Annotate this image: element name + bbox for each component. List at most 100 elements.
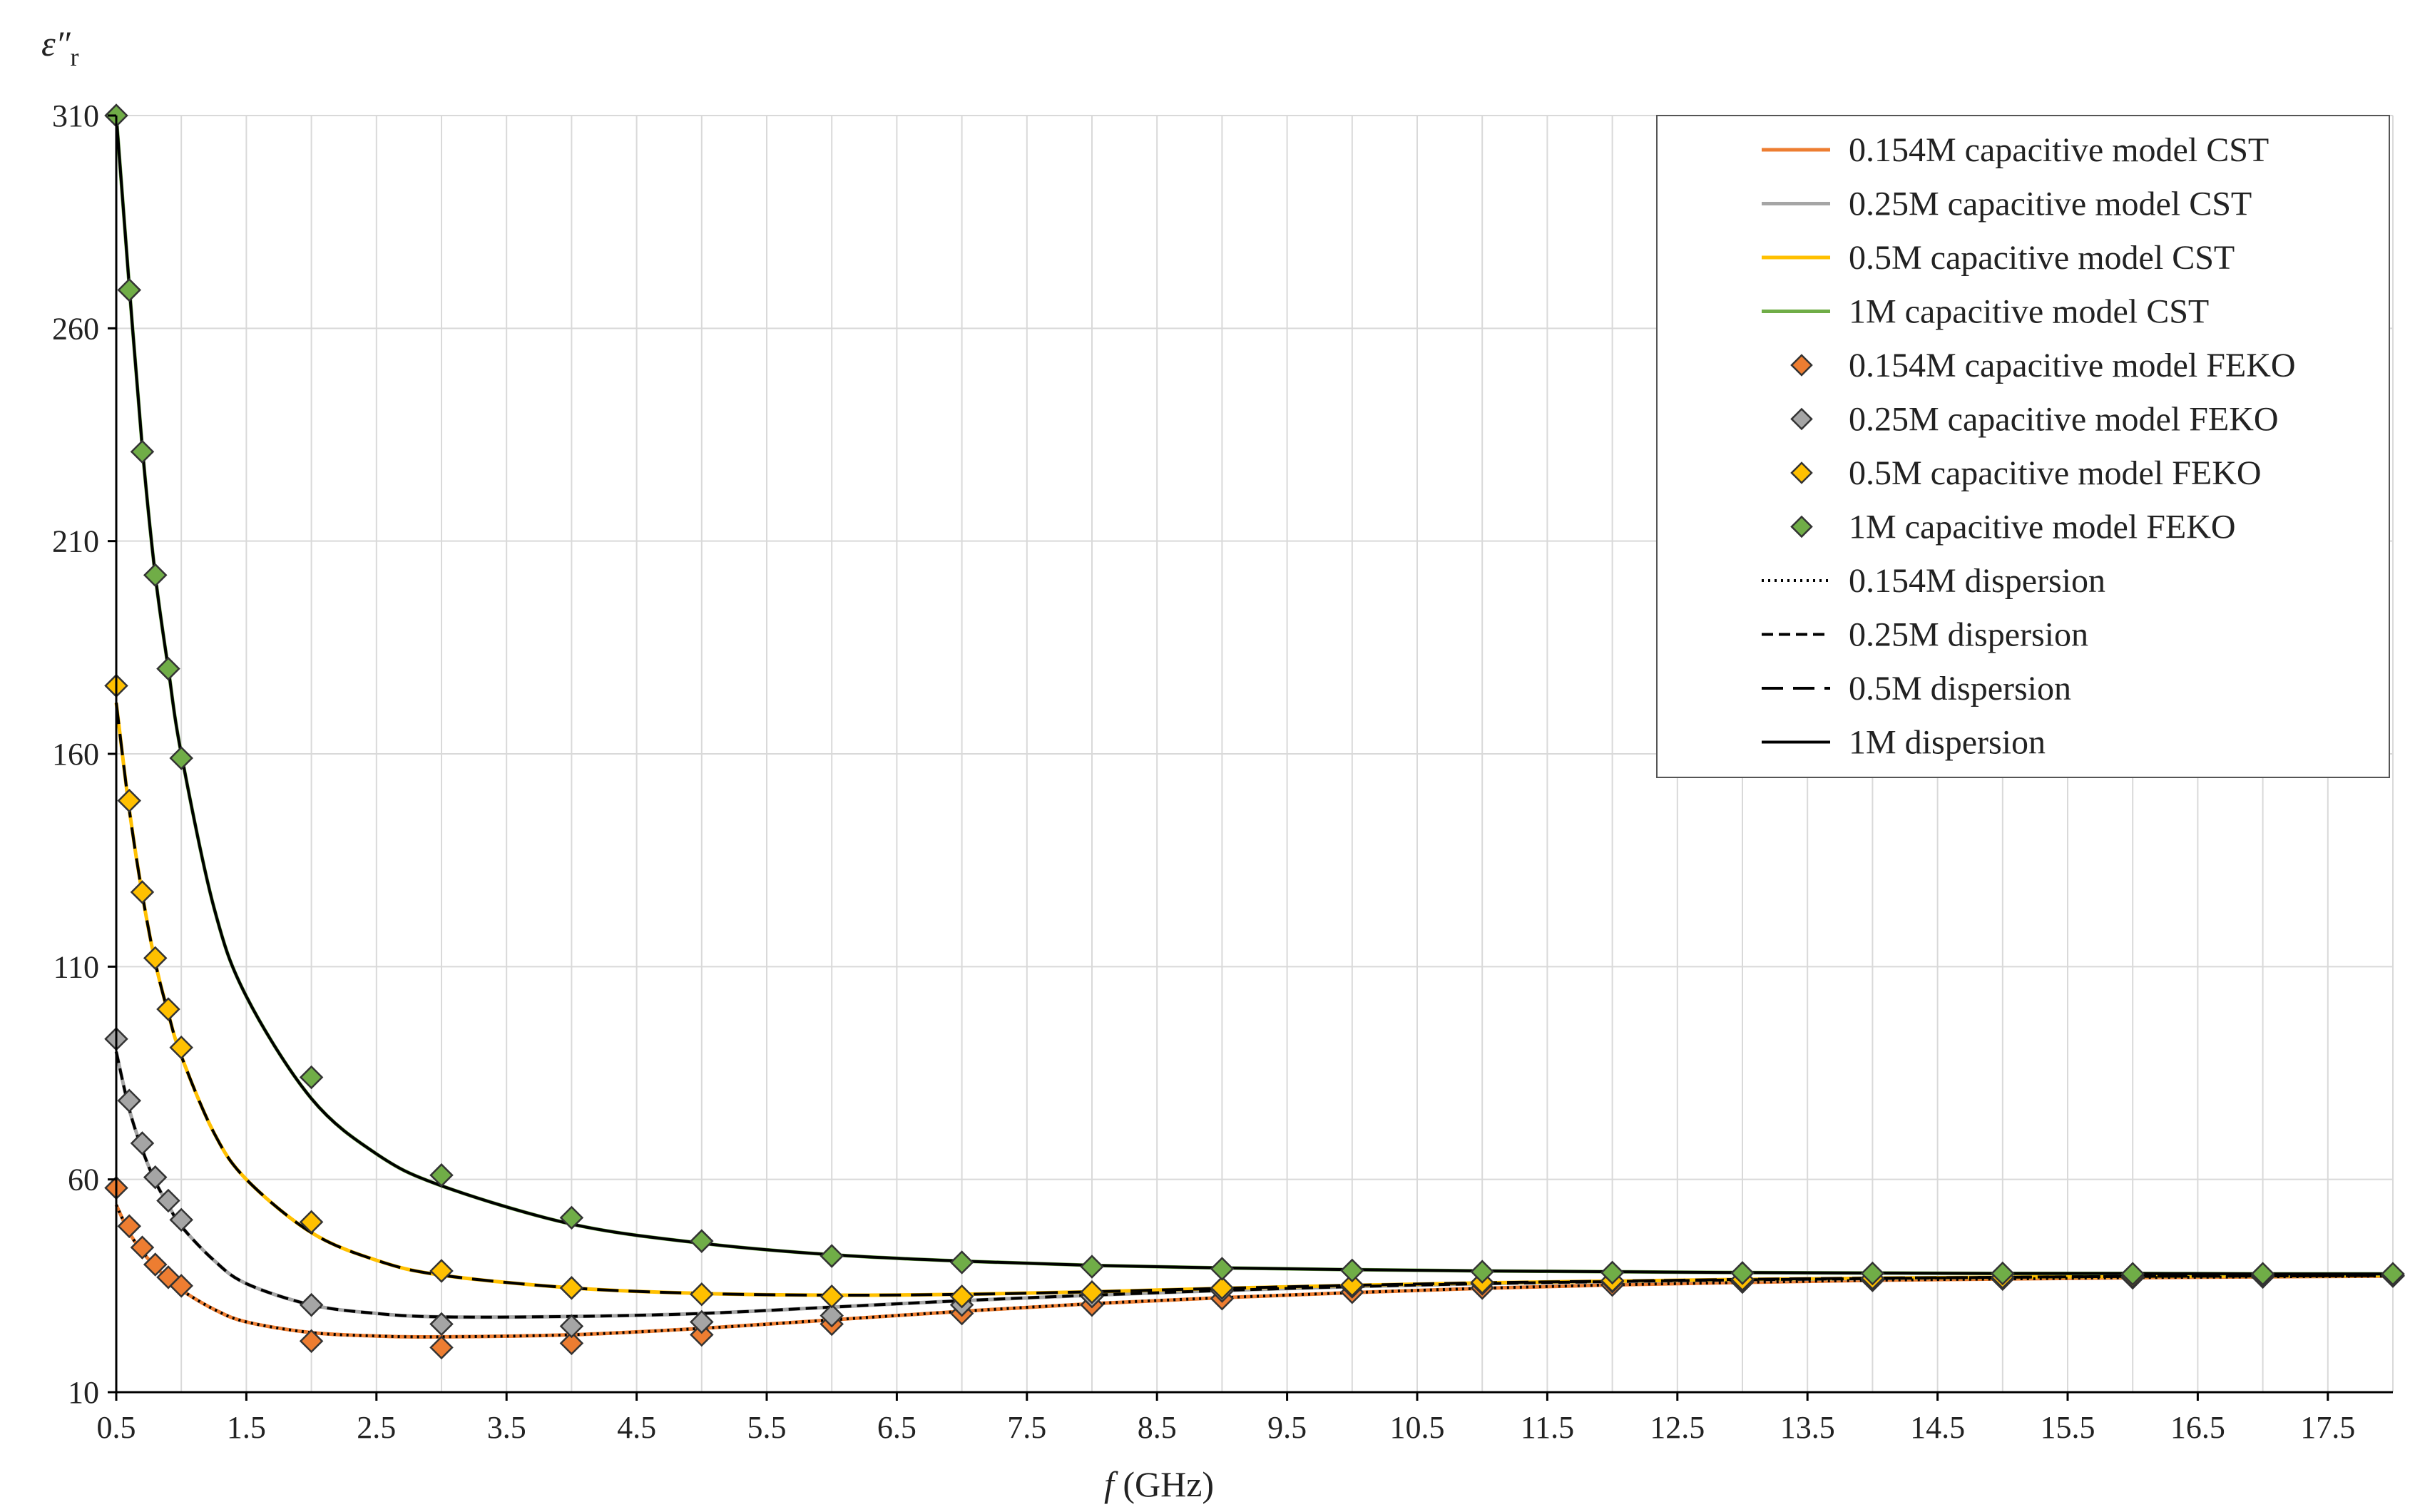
x-tick-label: 6.5: [877, 1410, 917, 1445]
x-tick-label: 10.5: [1390, 1410, 1445, 1445]
legend-swatch-marker: [1790, 407, 1813, 431]
marker-0-25m-capacitive-model-feko: [299, 1292, 324, 1317]
x-tick-label: 4.5: [617, 1410, 656, 1445]
x-tick-label: 8.5: [1138, 1410, 1177, 1445]
marker-0-5m-capacitive-model-feko: [156, 997, 180, 1021]
marker-0-25m-capacitive-model-feko: [429, 1312, 454, 1337]
marker-0-25m-capacitive-model-feko: [690, 1309, 714, 1334]
marker-0-154m-capacitive-model-feko: [690, 1322, 714, 1347]
legend-label: 0.25M capacitive model FEKO: [1849, 401, 2279, 439]
y-tick-label: 10: [68, 1375, 99, 1410]
legend-label: 0.5M capacitive model CST: [1849, 239, 2235, 277]
x-tick-label: 1.5: [227, 1410, 266, 1445]
legend-label: 0.154M capacitive model FEKO: [1849, 347, 2296, 384]
legend-label: 1M capacitive model CST: [1849, 293, 2209, 331]
marker-0-154m-capacitive-model-feko: [169, 1274, 193, 1298]
x-axis-title-unit: (GHz): [1114, 1464, 1214, 1504]
x-tick-label: 15.5: [2041, 1410, 2095, 1445]
x-tick-label: 14.5: [1910, 1410, 1965, 1445]
legend: 0.154M capacitive model CST 0.25M capacit…: [1656, 115, 2390, 778]
legend-swatch-marker: [1790, 461, 1813, 484]
marker-1m-capacitive-model-feko: [559, 1205, 584, 1230]
marker-1m-capacitive-model-feko: [1340, 1258, 1364, 1283]
legend-swatch-marker: [1790, 515, 1813, 538]
axes: [108, 114, 2393, 1401]
y-tick-label: 210: [52, 524, 99, 559]
marker-1m-capacitive-model-feko: [2381, 1262, 2405, 1286]
marker-0-5m-capacitive-model-feko: [1340, 1272, 1364, 1297]
x-axis-title: f (GHz): [1104, 1464, 1214, 1504]
marker-0-25m-capacitive-model-feko: [169, 1207, 193, 1232]
x-tick-label: 9.5: [1267, 1410, 1307, 1445]
marker-1m-capacitive-model-feko: [169, 746, 193, 770]
marker-1m-capacitive-model-feko: [156, 656, 180, 681]
legend-label: 1M capacitive model FEKO: [1849, 509, 2236, 546]
marker-0-5m-capacitive-model-feko: [820, 1284, 844, 1309]
marker-0-25m-capacitive-model-feko: [117, 1088, 142, 1113]
x-tick-label: 17.5: [2300, 1410, 2355, 1445]
legend-box: [1656, 115, 2390, 778]
series-line-0-5m-capacitive-model-cst: [114, 703, 2394, 1297]
y-axis-title-sub: r: [71, 43, 79, 71]
marker-0-154m-capacitive-model-feko: [429, 1335, 454, 1360]
legend-label: 0.5M capacitive model FEKO: [1849, 454, 2262, 492]
marker-0-25m-capacitive-model-feko: [143, 1165, 168, 1190]
series-markers: [104, 103, 2405, 1360]
x-tick-label: 7.5: [1007, 1410, 1046, 1445]
marker-1m-capacitive-model-feko: [1860, 1261, 1885, 1286]
marker-1m-capacitive-model-feko: [130, 439, 155, 464]
x-tick-label: 5.5: [747, 1410, 787, 1445]
marker-1m-capacitive-model-feko: [1730, 1261, 1755, 1285]
marker-1m-capacitive-model-feko: [143, 563, 168, 588]
marker-1m-capacitive-model-feko: [690, 1229, 714, 1253]
legend-label: 0.154M capacitive model CST: [1849, 131, 2269, 169]
marker-0-5m-capacitive-model-feko: [117, 788, 142, 813]
legend-label: 0.25M dispersion: [1849, 616, 2088, 654]
y-tick-label: 310: [52, 98, 99, 133]
legend-label: 0.5M dispersion: [1849, 670, 2071, 708]
series-line-0-5m-dispersion: [115, 703, 2394, 1297]
marker-0-5m-capacitive-model-feko: [690, 1282, 714, 1307]
marker-1m-capacitive-model-feko: [1600, 1260, 1625, 1285]
marker-1m-capacitive-model-feko: [1210, 1257, 1235, 1281]
y-tick-label: 260: [52, 311, 99, 346]
marker-0-25m-capacitive-model-feko: [820, 1303, 844, 1328]
y-tick-label: 160: [52, 737, 99, 772]
y-tick-label: 60: [68, 1163, 99, 1197]
marker-0-154m-capacitive-model-feko: [143, 1252, 168, 1277]
y-tick-labels: 10 60 110 160 210 260 310: [52, 98, 99, 1410]
x-tick-label: 11.5: [1521, 1410, 1574, 1445]
marker-0-25m-capacitive-model-feko: [559, 1314, 584, 1339]
y-axis-title: ε″r: [41, 24, 79, 71]
marker-0-154m-capacitive-model-feko: [130, 1235, 155, 1260]
marker-1m-capacitive-model-feko: [117, 277, 142, 302]
x-tick-label: 0.5: [97, 1410, 136, 1445]
marker-0-25m-capacitive-model-feko: [156, 1188, 180, 1213]
marker-0-5m-capacitive-model-feko: [169, 1035, 193, 1060]
marker-0-154m-capacitive-model-feko: [117, 1214, 142, 1239]
marker-1m-capacitive-model-feko: [299, 1065, 324, 1090]
legend-swatch-marker: [1790, 354, 1813, 377]
marker-1m-capacitive-model-feko: [949, 1250, 974, 1275]
legend-label: 0.25M capacitive model CST: [1849, 185, 2252, 223]
marker-1m-capacitive-model-feko: [429, 1163, 454, 1187]
marker-0-25m-capacitive-model-feko: [130, 1131, 155, 1155]
x-tick-label: 2.5: [357, 1410, 396, 1445]
marker-0-5m-capacitive-model-feko: [429, 1259, 454, 1283]
x-tick-labels: 0.5 1.5 2.5 3.5 4.5 5.5 6.5 7.5 8.5 9.5 10.5 11.5 12…: [97, 1410, 2356, 1445]
marker-0-5m-capacitive-model-feko: [130, 880, 155, 904]
marker-0-154m-capacitive-model-feko: [299, 1329, 324, 1354]
marker-1m-capacitive-model-feko: [1991, 1261, 2015, 1286]
marker-1m-capacitive-model-feko: [1080, 1255, 1104, 1279]
marker-0-5m-capacitive-model-feko: [1210, 1276, 1235, 1300]
marker-0-5m-capacitive-model-feko: [299, 1210, 324, 1235]
marker-0-5m-capacitive-model-feko: [143, 946, 168, 971]
x-tick-label: 12.5: [1650, 1410, 1705, 1445]
legend-label: 0.154M dispersion: [1849, 562, 2105, 600]
marker-1m-capacitive-model-feko: [2120, 1262, 2145, 1286]
x-tick-label: 16.5: [2170, 1410, 2225, 1445]
x-tick-label: 13.5: [1780, 1410, 1835, 1445]
y-tick-label: 110: [53, 949, 99, 984]
marker-0-154m-capacitive-model-feko: [559, 1331, 584, 1356]
